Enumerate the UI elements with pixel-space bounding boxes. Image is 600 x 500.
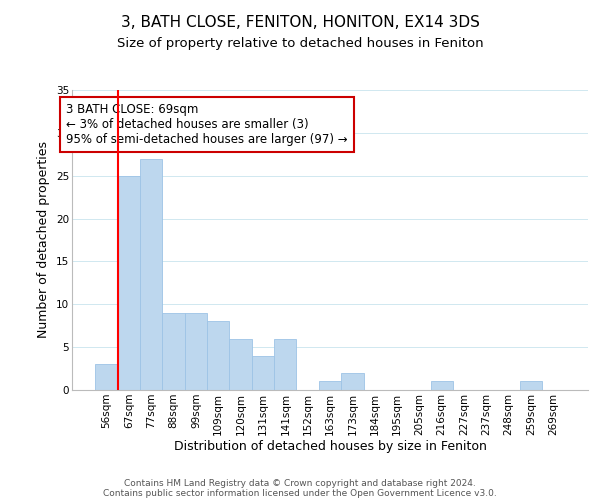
Bar — [95, 364, 118, 390]
X-axis label: Distribution of detached houses by size in Feniton: Distribution of detached houses by size … — [173, 440, 487, 454]
Y-axis label: Number of detached properties: Number of detached properties — [37, 142, 50, 338]
Bar — [207, 322, 229, 390]
Text: 3 BATH CLOSE: 69sqm
← 3% of detached houses are smaller (3)
95% of semi-detached: 3 BATH CLOSE: 69sqm ← 3% of detached hou… — [67, 103, 348, 146]
Bar — [118, 176, 140, 390]
Bar — [431, 382, 453, 390]
Bar — [140, 158, 163, 390]
Bar — [274, 338, 296, 390]
Bar — [520, 382, 542, 390]
Text: Size of property relative to detached houses in Feniton: Size of property relative to detached ho… — [116, 38, 484, 51]
Bar — [185, 313, 207, 390]
Bar — [319, 382, 341, 390]
Bar — [341, 373, 364, 390]
Bar — [229, 338, 252, 390]
Text: Contains HM Land Registry data © Crown copyright and database right 2024.: Contains HM Land Registry data © Crown c… — [124, 478, 476, 488]
Bar — [252, 356, 274, 390]
Text: Contains public sector information licensed under the Open Government Licence v3: Contains public sector information licen… — [103, 488, 497, 498]
Bar — [163, 313, 185, 390]
Text: 3, BATH CLOSE, FENITON, HONITON, EX14 3DS: 3, BATH CLOSE, FENITON, HONITON, EX14 3D… — [121, 15, 479, 30]
